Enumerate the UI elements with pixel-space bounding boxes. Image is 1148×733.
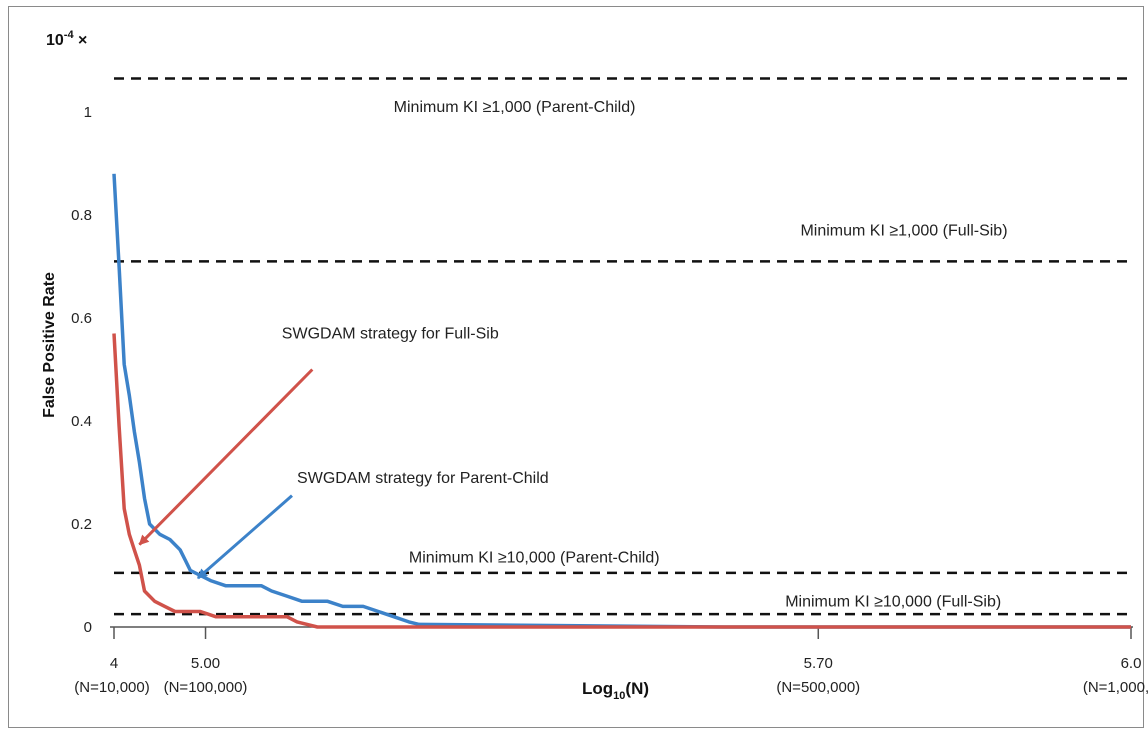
reference-lines: Minimum KI ≥1,000 (Parent-Child) Minimum … — [114, 77, 1128, 616]
svg-text:10-4 ×: 10-4 × — [46, 29, 87, 49]
y-axis-multiplier: 10-4 × — [46, 29, 87, 49]
y-tick-label: 0.4 — [71, 413, 92, 430]
series-line — [112, 333, 1131, 629]
reference-line-label: Minimum KI ≥10,000 (Parent-Child) — [409, 550, 660, 567]
series-line — [112, 173, 1131, 629]
x-tick-sublabel: (N=10,000) — [74, 679, 149, 696]
x-axis-title-subscript: 10 — [613, 690, 625, 702]
annotation-label: SWGDAM strategy for Full-Sib — [282, 326, 499, 343]
x-axis-title: Log10(N) — [582, 679, 649, 702]
y-tick-labels: 0 0.2 0.4 0.6 0.8 1 — [71, 104, 92, 636]
reference-line-label: Minimum KI ≥1,000 (Parent-Child) — [394, 99, 636, 116]
y-axis-title: False Positive Rate — [41, 272, 58, 418]
reference-line-label: Minimum KI ≥1,000 (Full-Sib) — [800, 223, 1007, 240]
chart-frame — [8, 6, 1144, 728]
reference-line-label: Minimum KI ≥10,000 (Full-Sib) — [785, 593, 1001, 610]
x-tick-sublabel: (N=1,000,000) — [1083, 679, 1148, 696]
x-tick-label: 5.00 — [191, 655, 220, 672]
x-axis-title-tail: (N) — [625, 679, 649, 698]
y-tick-label: 1 — [84, 104, 92, 121]
x-axis-title-log: Log — [582, 679, 613, 698]
annotation-arrow — [196, 494, 293, 580]
annotations: SWGDAM strategy for Full-Sib SWGDAM strat… — [138, 326, 549, 580]
x-tick-sublabel: (N=100,000) — [164, 679, 248, 696]
multiplier-suffix: × — [74, 32, 88, 49]
y-tick-label: 0 — [84, 619, 92, 636]
annotation-label: SWGDAM strategy for Parent-Child — [297, 470, 549, 487]
multiplier-exponent: -4 — [64, 29, 75, 41]
multiplier-base: 10 — [46, 32, 64, 49]
data-series — [112, 173, 1131, 629]
y-tick-label: 0.6 — [71, 310, 92, 327]
x-ticks: 4 (N=10,000) 5.00 (N=100,000) 5.70 (N=500,000… — [74, 627, 1148, 696]
annotation-arrow — [138, 368, 314, 546]
y-tick-label: 0.2 — [71, 516, 92, 533]
y-tick-label: 0.8 — [71, 207, 92, 224]
x-tick-label: 4 — [110, 655, 118, 672]
x-tick-label: 6.0 — [1121, 655, 1142, 672]
x-tick-label: 5.70 — [804, 655, 833, 672]
x-tick-sublabel: (N=500,000) — [776, 679, 860, 696]
